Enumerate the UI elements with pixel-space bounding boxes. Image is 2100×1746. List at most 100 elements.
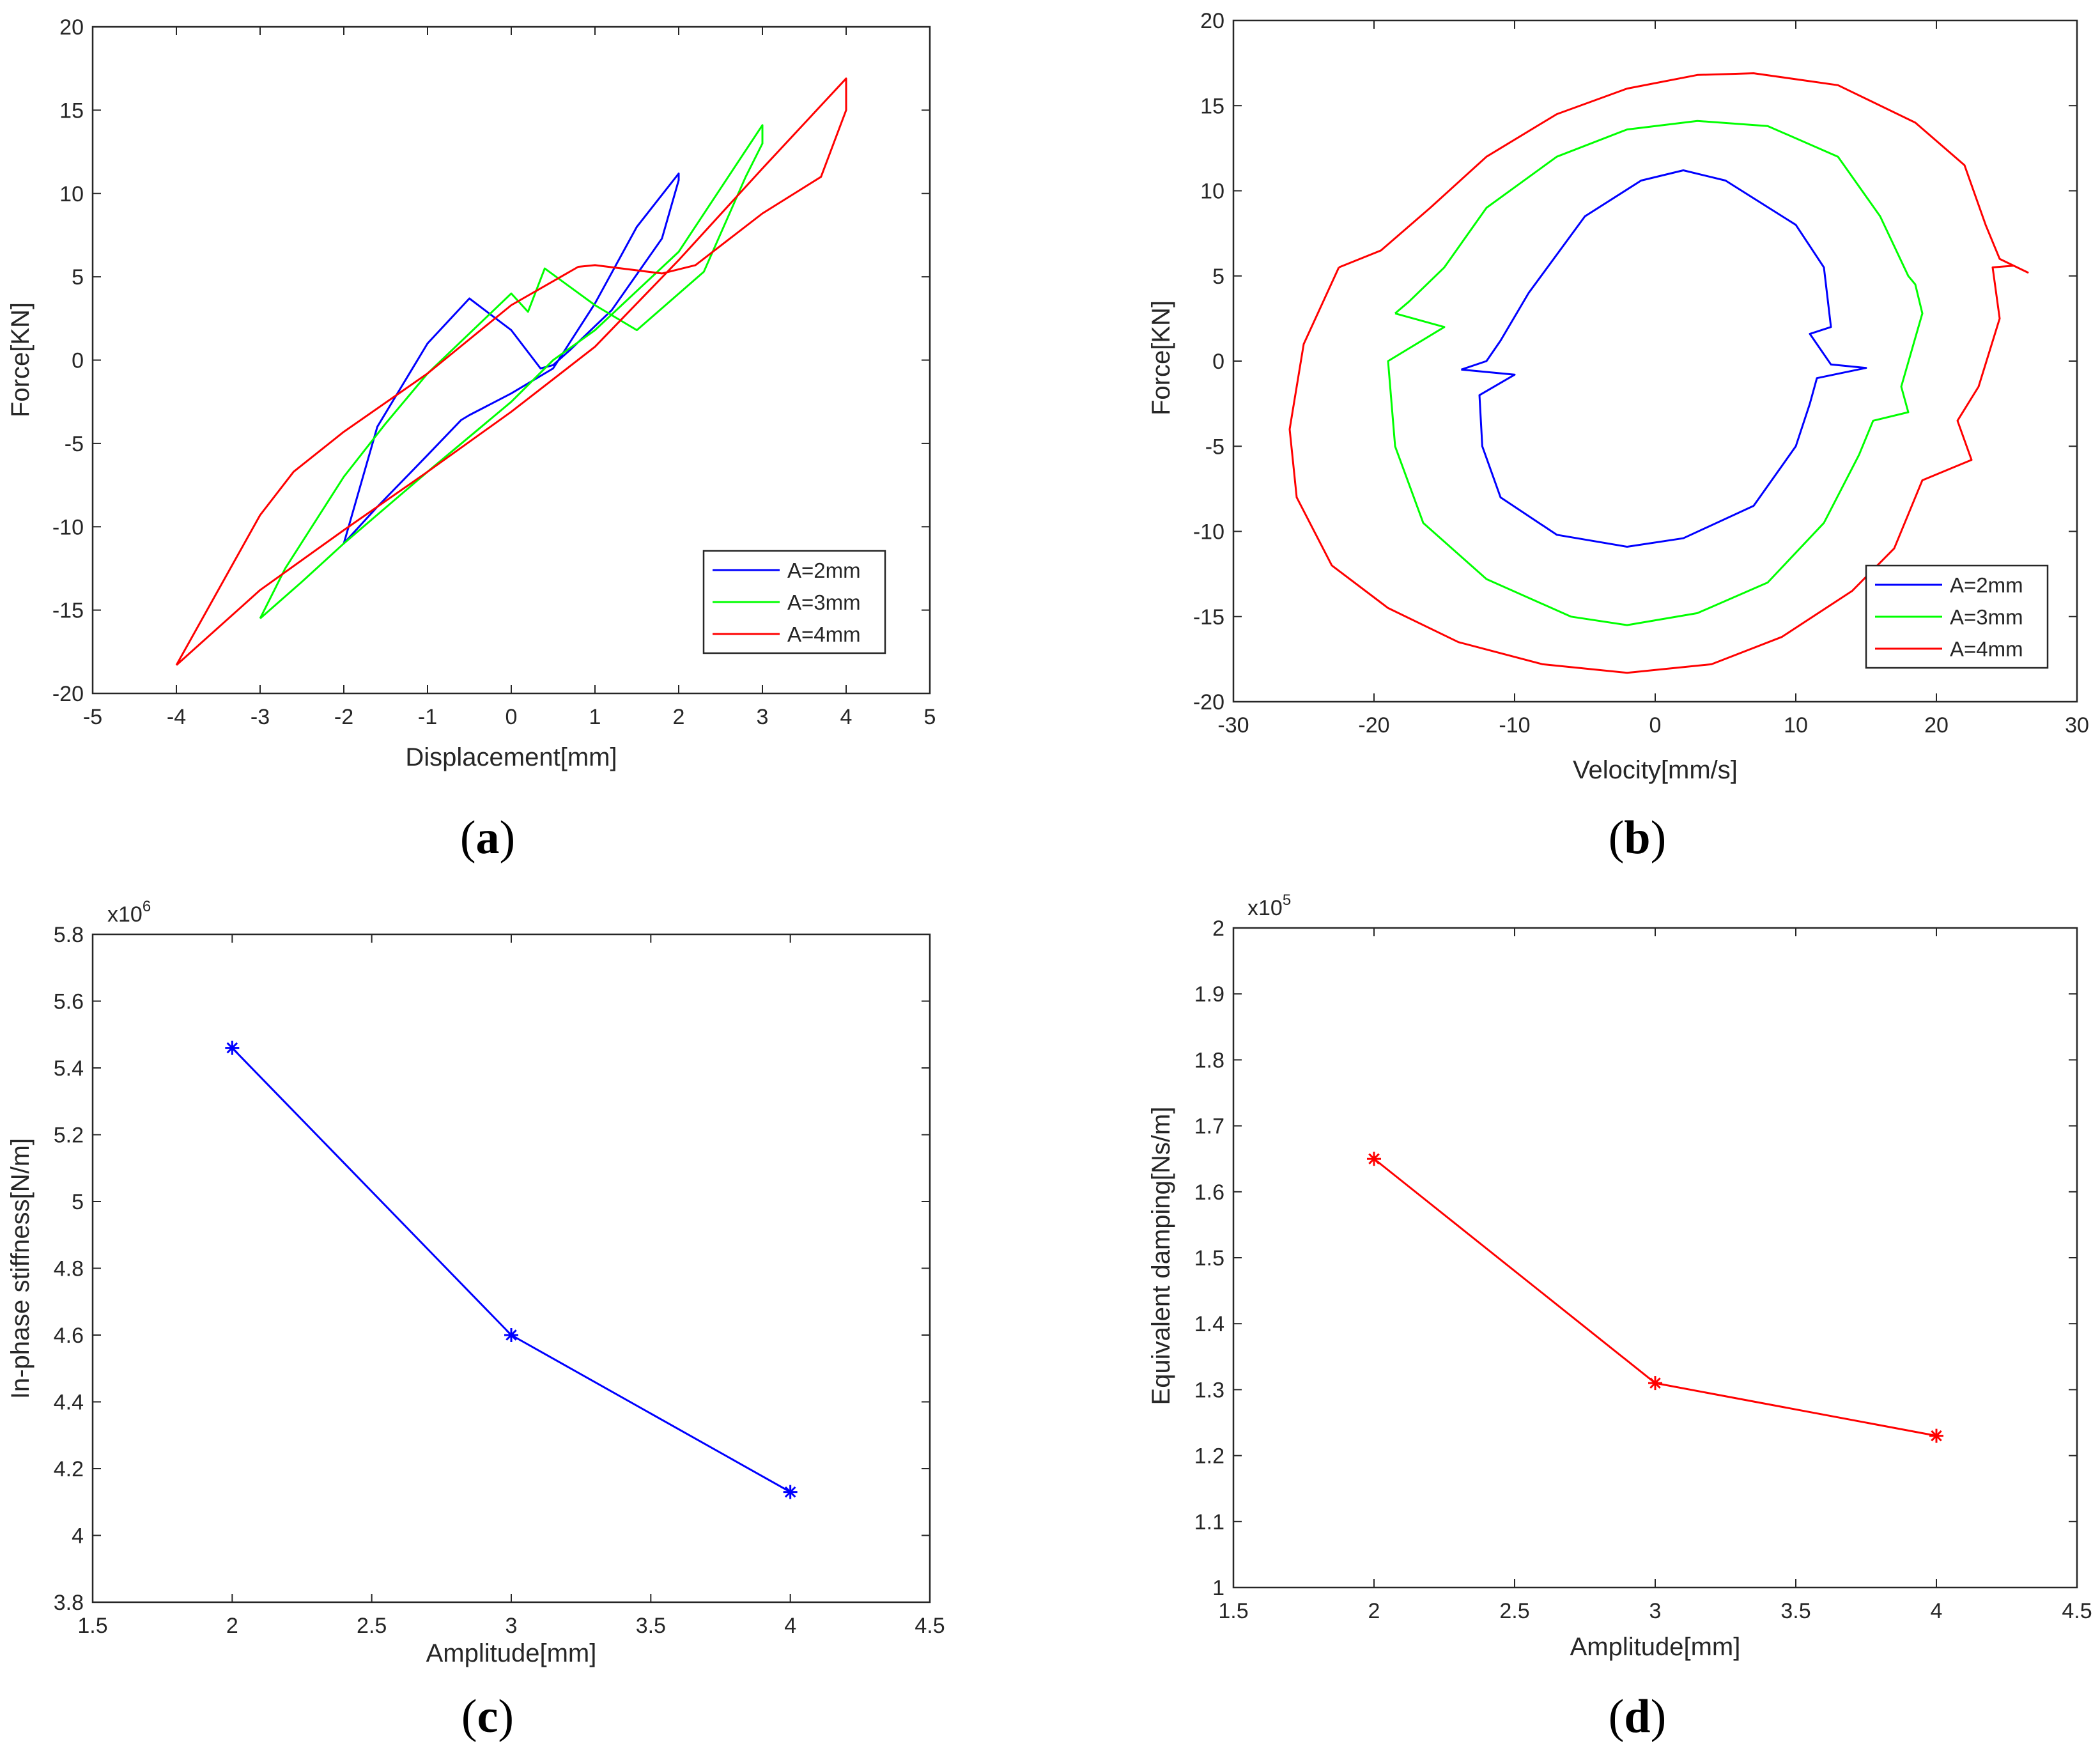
x-tick-label-a-7: 2	[673, 705, 685, 729]
caption-c: (c)	[461, 1690, 514, 1743]
y-tick-label-c-1: 4	[72, 1524, 84, 1549]
plot-lines-c	[225, 1040, 798, 1499]
x-tick-label-b-3: 0	[1649, 713, 1662, 738]
data-point-d-2	[1648, 1376, 1662, 1391]
x-tick-label-d-4: 3.5	[1780, 1599, 1810, 1623]
y-tick-label-d-4: 1.4	[1194, 1312, 1224, 1336]
x-tick-label-d-2: 2.5	[1499, 1599, 1529, 1623]
plot-lines-a	[175, 77, 847, 666]
y-tick-label-d-3: 1.3	[1194, 1378, 1224, 1402]
series-line-a-3	[175, 77, 847, 666]
y-tick-label-b-1: -15	[1193, 605, 1224, 630]
y-tick-label-b-6: 10	[1200, 180, 1224, 204]
x-tick-label-c-4: 3.5	[636, 1614, 666, 1638]
y-tick-label-d-6: 1.6	[1194, 1180, 1224, 1205]
y-axis-label-a: Force[KN]	[6, 302, 35, 417]
y-tick-label-d-0: 1	[1212, 1576, 1224, 1600]
x-tick-label-c-3: 3	[506, 1614, 518, 1638]
x-tick-label-c-2: 2.5	[357, 1614, 387, 1638]
x-tick-label-d-0: 1.5	[1218, 1599, 1248, 1623]
y-axis-label-b: Force[KN]	[1147, 300, 1175, 415]
x-tick-label-b-2: -10	[1499, 713, 1530, 738]
y-tick-label-d-7: 1.7	[1194, 1115, 1224, 1139]
series-line-b-3	[1288, 72, 2029, 674]
legend-label-b-1: A=2mm	[1950, 573, 2023, 597]
x-axis-label-a: Displacement[mm]	[405, 743, 617, 771]
x-tick-label-b-4: 10	[1784, 713, 1808, 738]
data-point-c-2	[504, 1328, 518, 1342]
x-tick-label-b-0: -30	[1217, 713, 1249, 738]
x-tick-label-d-3: 3	[1649, 1599, 1662, 1623]
data-point-d-1	[1367, 1152, 1381, 1166]
plot-lines-d	[1367, 1152, 1943, 1443]
x-tick-label-a-4: -1	[418, 705, 437, 729]
x-tick-label-a-6: 1	[589, 705, 601, 729]
series-line-a-2	[259, 124, 764, 619]
x-tick-label-b-6: 30	[2065, 713, 2089, 738]
y-tick-label-d-10: 2	[1212, 916, 1224, 941]
y-tick-label-a-2: -10	[52, 515, 84, 539]
data-point-c-3	[783, 1485, 798, 1499]
plot-frame-d	[1232, 927, 2078, 1589]
axis-ticks-d: 1.5 2 2.5 3 3.5 4 4.5 1 1.1 1.2 1.3 1.4 1.5 1.6 1.7 1.8…	[1194, 916, 2092, 1623]
y-tick-label-b-7: 15	[1200, 94, 1224, 118]
plot-frame-c	[91, 933, 931, 1603]
x-tick-label-a-3: -2	[334, 705, 353, 729]
legend-b: A=2mm A=3mm A=4mm	[1865, 564, 2049, 669]
panel-d-damping: 1.5 2 2.5 3 3.5 4 4.5 1 1.1 1.2 1.3 1.4 1.5 1.6 1.7 1.8…	[1147, 892, 2092, 1743]
x-tick-label-c-1: 2	[226, 1614, 238, 1638]
y-tick-label-c-10: 5.8	[54, 923, 84, 947]
y-tick-label-c-8: 5.4	[54, 1056, 84, 1081]
y-tick-label-a-4: 0	[72, 349, 84, 373]
x-tick-label-c-6: 4.5	[915, 1614, 945, 1638]
x-tick-label-a-10: 5	[924, 705, 936, 729]
legend-label-a-2: A=3mm	[787, 591, 861, 614]
y-tick-label-d-1: 1.1	[1194, 1510, 1224, 1534]
legend-label-b-2: A=3mm	[1950, 605, 2023, 629]
x-tick-label-b-1: -20	[1358, 713, 1389, 738]
legend-a: A=2mm A=3mm A=4mm	[702, 550, 886, 654]
y-tick-label-a-1: -15	[52, 599, 84, 623]
panel-c-stiffness: 1.5 2 2.5 3 3.5 4 4.5 3.8 4 4.2 4.4 4.6 4.8 5 5.2 5.4 5.…	[6, 898, 945, 1743]
x-tick-label-a-9: 4	[840, 705, 853, 729]
x-tick-label-a-1: -4	[167, 705, 186, 729]
exponent-label-c: x106	[107, 898, 151, 927]
y-tick-label-b-5: 5	[1212, 265, 1224, 289]
x-tick-label-a-0: -5	[83, 705, 102, 729]
x-axis-label-d: Amplitude[mm]	[1570, 1633, 1741, 1661]
data-point-c-1	[225, 1040, 240, 1055]
y-axis-label-c: In-phase stiffness[N/m]	[6, 1138, 35, 1399]
caption-b: (b)	[1609, 812, 1666, 864]
y-tick-label-a-7: 15	[59, 98, 84, 123]
x-tick-label-a-5: 0	[506, 705, 518, 729]
caption-d: (d)	[1609, 1690, 1666, 1743]
y-tick-label-a-8: 20	[59, 15, 84, 40]
caption-a: (a)	[460, 812, 515, 864]
y-tick-label-c-4: 4.6	[54, 1324, 84, 1348]
y-tick-label-c-3: 4.4	[54, 1391, 84, 1415]
x-tick-label-c-0: 1.5	[77, 1614, 107, 1638]
y-tick-label-a-0: -20	[52, 682, 84, 706]
exponent-label-d: x105	[1247, 892, 1291, 920]
y-tick-label-b-2: -10	[1193, 520, 1224, 545]
y-tick-label-d-2: 1.2	[1194, 1444, 1224, 1469]
y-tick-label-b-8: 20	[1200, 9, 1224, 33]
series-line-b-1	[1460, 169, 1867, 548]
y-tick-label-b-0: -20	[1193, 690, 1224, 715]
data-point-d-3	[1929, 1428, 1943, 1443]
series-line-a-1	[343, 173, 680, 545]
y-tick-label-a-5: 5	[72, 265, 84, 290]
y-tick-label-d-8: 1.8	[1194, 1048, 1224, 1072]
x-tick-label-d-5: 4	[1931, 1599, 1943, 1623]
y-tick-label-a-3: -5	[65, 432, 84, 456]
x-tick-label-c-5: 4	[784, 1614, 796, 1638]
x-tick-label-a-2: -3	[251, 705, 270, 729]
x-tick-label-d-6: 4.5	[2062, 1599, 2092, 1623]
x-tick-label-b-5: 20	[1924, 713, 1949, 738]
x-axis-label-c: Amplitude[mm]	[426, 1639, 597, 1667]
